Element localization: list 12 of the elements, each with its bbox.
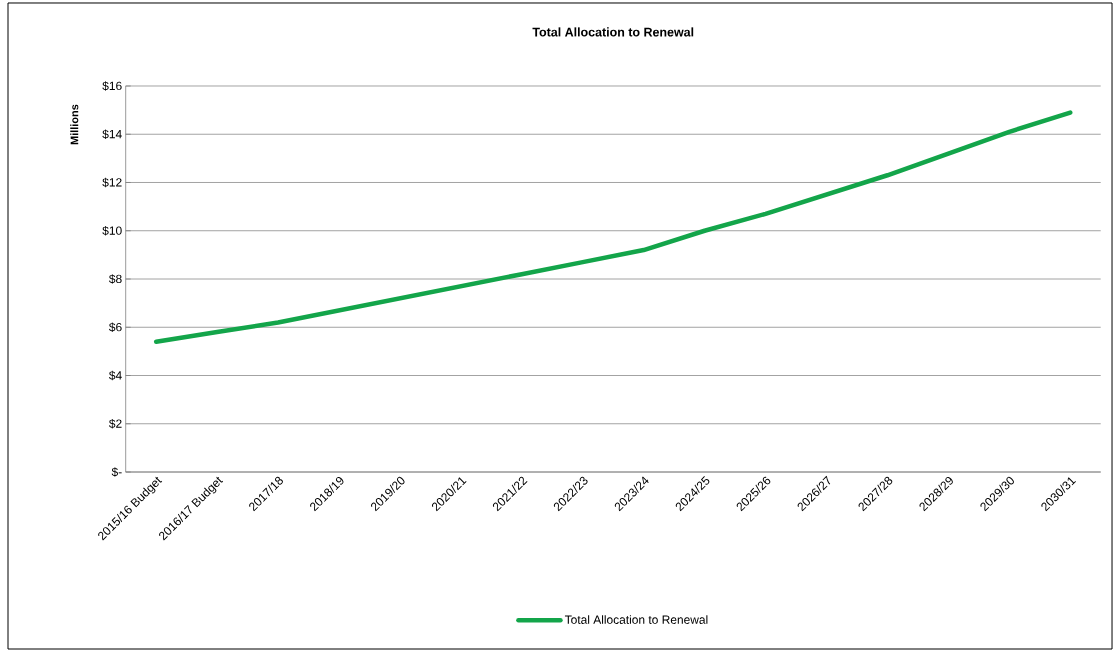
y-tick-label: $14 (102, 129, 122, 140)
chart-title: Total Allocation to Renewal (532, 27, 694, 37)
y-tick-label: $8 (109, 274, 122, 284)
y-axis-title: Millions (70, 104, 79, 145)
y-tick-label: $10 (102, 225, 122, 236)
y-tick-label: $16 (102, 81, 122, 91)
y-tick-label: $6 (109, 322, 122, 333)
legend-label: Total Allocation to Renewal (564, 615, 708, 624)
y-tick-label: $12 (102, 177, 122, 188)
y-tick-label: $4 (109, 370, 122, 381)
y-tick-label: $- (111, 467, 122, 477)
y-tick-label: $2 (109, 418, 122, 429)
